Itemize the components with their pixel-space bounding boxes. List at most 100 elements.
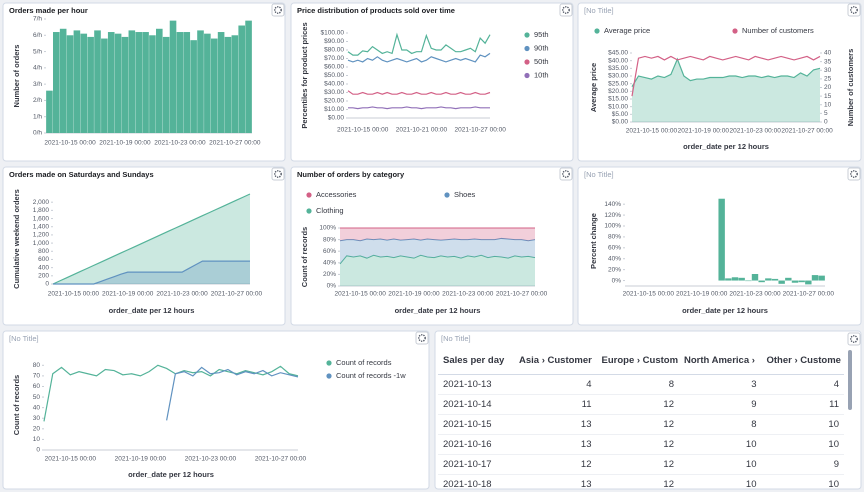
x-axis-title: order_date per 12 hours bbox=[683, 142, 769, 151]
table-cell: 10 bbox=[679, 454, 762, 475]
line bbox=[348, 106, 490, 110]
y-tick-label: 2,000 bbox=[33, 199, 50, 206]
bar bbox=[210, 38, 218, 133]
legend-swatch bbox=[326, 373, 332, 379]
x-tick-label: 2021-10-27 00:00 bbox=[255, 456, 307, 463]
y-tick-label: $45.00 bbox=[608, 50, 628, 57]
bar bbox=[46, 90, 53, 133]
table-cell: 12 bbox=[596, 394, 679, 415]
x-tick-label: 2021-10-23 00:00 bbox=[442, 291, 494, 298]
column-header[interactable]: Sales per day bbox=[438, 346, 514, 375]
panel-options-button[interactable] bbox=[415, 331, 429, 345]
y-tick-label: 20 bbox=[824, 84, 832, 91]
bar bbox=[94, 30, 101, 133]
legend-label[interactable]: Number of customers bbox=[742, 26, 814, 35]
bar bbox=[197, 30, 204, 133]
panel-options-button[interactable] bbox=[559, 3, 573, 17]
bar bbox=[107, 32, 115, 133]
table-cell: 12 bbox=[596, 454, 679, 475]
y-tick-label: 15 bbox=[824, 93, 832, 100]
panel-options-button[interactable] bbox=[847, 167, 861, 181]
legend-label[interactable]: 50th bbox=[534, 57, 549, 66]
table-cell: 3 bbox=[679, 374, 762, 395]
bar bbox=[156, 28, 163, 133]
legend-label[interactable]: 90th bbox=[534, 43, 549, 52]
y-tick-label: $40.00 bbox=[324, 81, 344, 88]
y-tick-label: 6/h bbox=[33, 32, 42, 39]
y-tick-label: 80 bbox=[33, 362, 41, 369]
panel-options-button[interactable] bbox=[559, 167, 573, 181]
legend-label[interactable]: 10th bbox=[534, 70, 549, 79]
y-tick-label: 40% bbox=[323, 260, 336, 267]
y-tick-label: 60% bbox=[323, 248, 336, 255]
table-row: 2021-10-17 12 12 10 9 bbox=[438, 454, 844, 475]
y-axis-title: Percentiles for product prices bbox=[300, 22, 309, 128]
gear-icon bbox=[274, 170, 282, 178]
legend-label[interactable]: Accessories bbox=[316, 190, 357, 199]
panel-options-button[interactable] bbox=[847, 3, 861, 17]
x-tick-label: 2021-10-15 00:00 bbox=[45, 456, 97, 463]
x-axis-title: order_date per 12 hours bbox=[109, 306, 195, 315]
bar bbox=[798, 280, 805, 283]
y-axis-title: Cumulative weekend orders bbox=[12, 189, 21, 289]
table-cell: 10 bbox=[761, 414, 844, 435]
y-tick-label: 80% bbox=[608, 234, 621, 241]
legend-label[interactable]: Count of records -1w bbox=[336, 371, 406, 380]
bar bbox=[121, 36, 129, 133]
line bbox=[347, 32, 491, 56]
gear-icon bbox=[562, 6, 570, 14]
x-axis-title: order_date per 12 hours bbox=[682, 306, 768, 315]
legend-label[interactable]: 95th bbox=[534, 30, 549, 39]
panel-options-button[interactable] bbox=[271, 3, 285, 17]
area bbox=[340, 228, 535, 241]
table-cell: 10 bbox=[761, 474, 844, 488]
column-header[interactable]: Other › Custome bbox=[761, 346, 844, 375]
gear-icon bbox=[274, 6, 282, 14]
legend-label[interactable]: Shoes bbox=[454, 190, 476, 199]
legend-label[interactable]: Count of records bbox=[336, 358, 392, 367]
legend-label[interactable]: Average price bbox=[604, 26, 650, 35]
bar bbox=[87, 36, 94, 133]
column-header[interactable]: Europe › Custom bbox=[596, 346, 679, 375]
y-tick-label: 80% bbox=[323, 236, 336, 243]
x-tick-label: 2021-10-23 00:00 bbox=[156, 291, 208, 298]
x-tick-label: 2021-10-23 00:00 bbox=[154, 140, 206, 147]
bar bbox=[818, 275, 825, 281]
panel-options-button[interactable] bbox=[847, 332, 861, 346]
y-tick-label: $10.00 bbox=[324, 106, 344, 113]
column-header[interactable]: Asia › Customer bbox=[514, 346, 597, 375]
x-axis-title: order_date per 12 hours bbox=[395, 306, 481, 315]
area-line bbox=[339, 237, 536, 242]
y-tick-label: $90.00 bbox=[324, 38, 344, 45]
y2-axis-title: Number of customers bbox=[846, 49, 855, 127]
bar bbox=[80, 33, 88, 133]
y-tick-label: 5 bbox=[824, 110, 828, 117]
table-cell: 2021-10-17 bbox=[438, 454, 514, 475]
y-tick-label: 600 bbox=[38, 256, 49, 263]
table-cell: 8 bbox=[596, 374, 679, 395]
panel-title: [No Title] bbox=[441, 334, 471, 343]
bar bbox=[135, 32, 142, 133]
y-axis-title: Average price bbox=[589, 63, 598, 112]
y-tick-label: 30 bbox=[33, 415, 41, 422]
gear-icon bbox=[850, 6, 858, 14]
bar bbox=[245, 20, 252, 133]
bar bbox=[59, 28, 67, 133]
line bbox=[631, 55, 821, 97]
y-tick-label: 60 bbox=[33, 383, 41, 390]
legend-label[interactable]: Clothing bbox=[316, 206, 344, 215]
y-tick-label: 0 bbox=[45, 281, 49, 288]
table-cell: 2021-10-16 bbox=[438, 434, 514, 455]
bar bbox=[142, 32, 149, 133]
y-tick-label: 1,200 bbox=[33, 232, 50, 239]
y-tick-label: 60% bbox=[608, 245, 621, 252]
table-cell: 2021-10-13 bbox=[438, 374, 514, 395]
bar bbox=[805, 280, 812, 285]
panel-options-button[interactable] bbox=[271, 167, 285, 181]
bar bbox=[745, 280, 752, 282]
scrollbar[interactable] bbox=[848, 350, 852, 410]
table-cell: 10 bbox=[679, 474, 762, 488]
column-header[interactable]: North America › bbox=[679, 346, 762, 375]
